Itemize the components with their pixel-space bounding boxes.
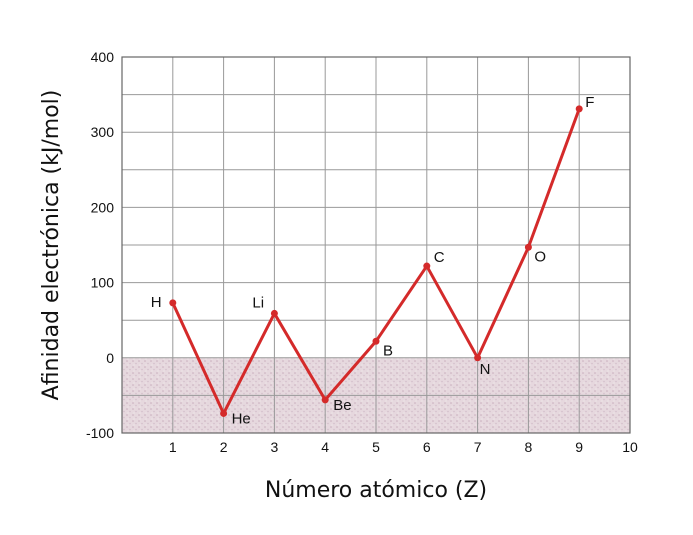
y-tick-label: 400 [91, 49, 115, 65]
y-tick-label: 200 [91, 199, 115, 215]
x-tick-label: 8 [525, 439, 533, 455]
point-label: O [534, 248, 546, 265]
x-tick-label: 1 [169, 439, 177, 455]
plot-border [121, 56, 631, 434]
point-label: H [151, 294, 162, 311]
x-tick-label: 7 [474, 439, 482, 455]
data-point [220, 409, 228, 417]
data-point [524, 243, 532, 251]
x-tick-label: 3 [271, 439, 279, 455]
y-tick-label: 0 [106, 350, 114, 366]
point-label: C [434, 249, 445, 266]
x-tick-label: 9 [575, 439, 583, 455]
y-tick-label: -100 [86, 425, 114, 441]
y-tick-label: 300 [91, 124, 115, 140]
point-label: N [480, 361, 491, 378]
x-tick-label: 4 [321, 439, 329, 455]
data-point [270, 309, 278, 317]
point-label: Be [333, 397, 351, 414]
y-tick-label: 100 [91, 275, 115, 291]
data-point [321, 396, 329, 404]
point-label: He [232, 410, 251, 427]
point-label: Li [252, 294, 264, 311]
x-tick-label: 5 [372, 439, 380, 455]
data-point [372, 337, 380, 345]
data-point [575, 105, 583, 113]
point-label: F [585, 94, 594, 111]
x-tick-label: 6 [423, 439, 431, 455]
data-point [423, 262, 431, 270]
x-tick-label: 10 [622, 439, 638, 455]
x-axis-label: Número atómico (Z) [265, 478, 487, 503]
data-point [474, 354, 482, 362]
y-axis-label: Afinidad electrónica (kJ/mol) [39, 90, 64, 401]
point-label: B [383, 342, 393, 359]
data-point [169, 299, 177, 307]
x-tick-label: 2 [220, 439, 228, 455]
